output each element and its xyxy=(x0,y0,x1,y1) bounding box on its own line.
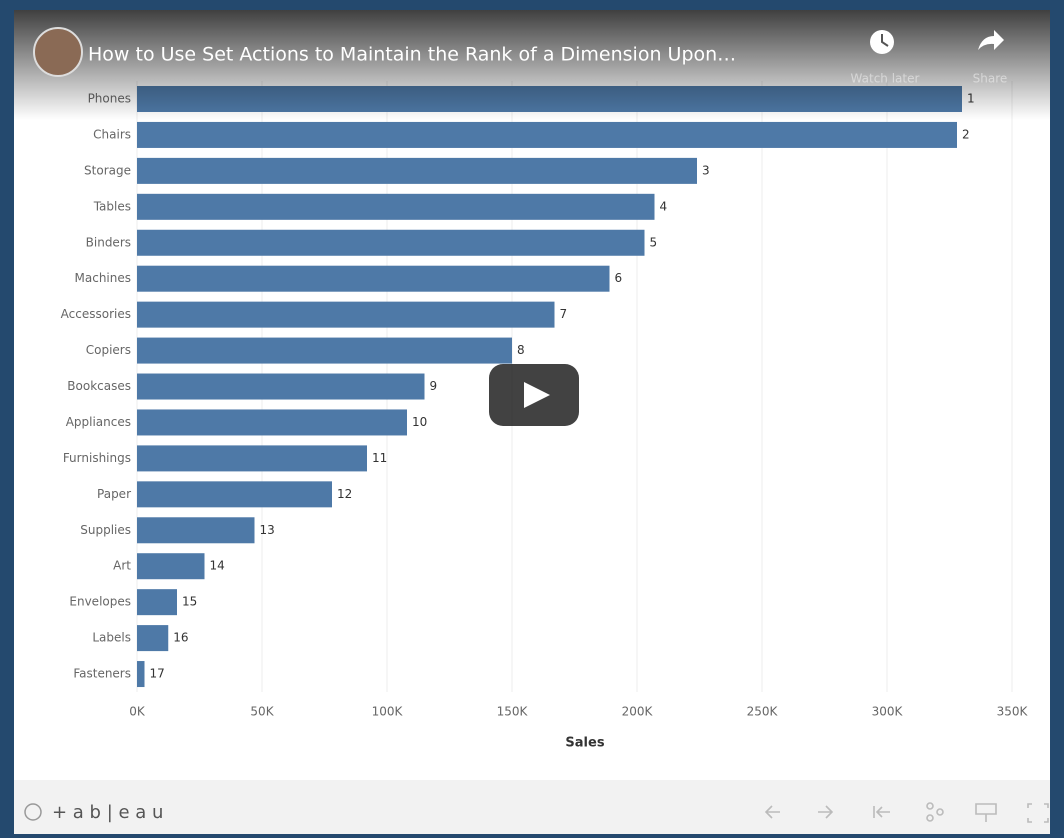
bar xyxy=(137,229,645,256)
x-tick-label: 100K xyxy=(372,705,404,719)
rank-label: 8 xyxy=(517,343,525,357)
rank-label: 4 xyxy=(660,199,668,213)
brand[interactable]: + a b | e a u xyxy=(52,802,163,823)
share-icon[interactable] xyxy=(978,30,1004,50)
bar xyxy=(137,193,655,220)
rank-label: 13 xyxy=(260,523,275,537)
x-tick-label: 350K xyxy=(997,705,1029,719)
clock-hands xyxy=(881,34,889,47)
bar xyxy=(137,337,512,364)
x-tick-label: 50K xyxy=(250,705,274,719)
y-tick-label: Storage xyxy=(84,163,131,177)
rank-label: 14 xyxy=(210,559,225,573)
channel-avatar[interactable] xyxy=(33,27,83,77)
bar xyxy=(137,481,332,508)
watch-later-label[interactable]: Watch later xyxy=(851,72,920,86)
bar xyxy=(137,589,177,616)
y-tick-label: Tables xyxy=(93,199,131,213)
y-tick-label: Appliances xyxy=(66,415,131,429)
y-tick-label: Bookcases xyxy=(67,379,131,393)
rank-label: 15 xyxy=(182,595,197,609)
y-tick-label: Fasteners xyxy=(73,667,131,681)
rank-label: 7 xyxy=(560,307,568,321)
bar xyxy=(137,301,555,328)
rank-label: 16 xyxy=(173,631,188,645)
y-tick-label: Chairs xyxy=(93,127,131,141)
rank-label: 11 xyxy=(372,451,387,465)
bar xyxy=(137,121,957,148)
tableau-logo-icon xyxy=(24,803,42,821)
y-tick-label: Furnishings xyxy=(63,451,131,465)
x-tick-label: 0K xyxy=(129,705,146,719)
x-tick-label: 150K xyxy=(497,705,529,719)
bar xyxy=(137,265,610,292)
share-label[interactable]: Share xyxy=(973,72,1008,86)
rank-label: 3 xyxy=(702,163,710,177)
footer-controls[interactable] xyxy=(764,802,1049,823)
rank-label: 12 xyxy=(337,487,352,501)
y-tick-label: Supplies xyxy=(80,523,131,537)
bar xyxy=(137,409,407,436)
x-tick-label: 200K xyxy=(622,705,654,719)
bar xyxy=(137,373,425,400)
y-tick-label: Binders xyxy=(86,235,131,249)
y-tick-label: Copiers xyxy=(86,343,131,357)
bar xyxy=(137,661,145,688)
rank-label: 17 xyxy=(150,667,165,681)
y-tick-label: Paper xyxy=(97,487,131,501)
rank-label: 5 xyxy=(650,235,658,249)
bar xyxy=(137,517,255,544)
rank-label: 10 xyxy=(412,415,427,429)
rank-label: 2 xyxy=(962,127,970,141)
rank-label: 6 xyxy=(615,271,623,285)
bar xyxy=(137,157,697,184)
bar xyxy=(137,445,367,472)
bar xyxy=(137,553,205,580)
video-overlay xyxy=(14,10,1050,120)
y-tick-label: Envelopes xyxy=(69,595,131,609)
y-tick-label: Art xyxy=(113,559,131,573)
x-tick-label: 300K xyxy=(872,705,904,719)
rank-label: 9 xyxy=(430,379,438,393)
footer-bar xyxy=(14,780,1050,834)
video-title[interactable]: How to Use Set Actions to Maintain the R… xyxy=(88,44,736,66)
x-tick-label: 250K xyxy=(747,705,779,719)
y-tick-label: Machines xyxy=(75,271,131,285)
play-icon xyxy=(524,382,550,408)
bar xyxy=(137,625,169,652)
y-tick-label: Labels xyxy=(92,631,131,645)
x-axis-label: Sales xyxy=(565,736,604,751)
y-tick-label: Accessories xyxy=(61,307,131,321)
